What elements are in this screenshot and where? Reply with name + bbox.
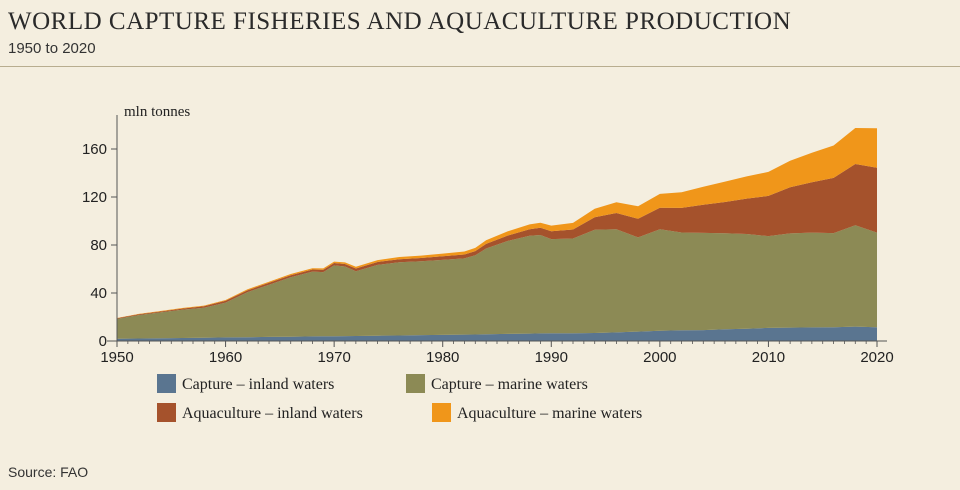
x-tick-label: 1990: [535, 349, 568, 366]
legend-label: Capture – inland waters: [182, 376, 334, 393]
x-tick-label: 1980: [426, 349, 459, 366]
header-divider: [0, 66, 960, 67]
x-tick-label: 2000: [643, 349, 676, 366]
legend-swatch: [157, 374, 176, 393]
area-layer: [117, 128, 877, 341]
area-capture-inland-waters: [117, 326, 877, 341]
y-tick-label: 160: [82, 141, 107, 158]
legend-label: Aquaculture – inland waters: [182, 405, 363, 422]
y-tick-label: 0: [99, 333, 107, 350]
x-tick-label: 1960: [209, 349, 242, 366]
legend-item-capture-marine-waters: Capture – marine waters: [406, 374, 588, 393]
legend-label: Capture – marine waters: [431, 376, 588, 393]
legend-swatch: [157, 403, 176, 422]
legend-swatch: [432, 403, 451, 422]
area-aquaculture-inland-waters: [117, 164, 877, 319]
legend-swatch: [406, 374, 425, 393]
legend-item-aquaculture-marine-waters: Aquaculture – marine waters: [432, 403, 642, 422]
legend-label: Aquaculture – marine waters: [457, 405, 642, 422]
y-tick-label: 40: [90, 285, 107, 302]
x-tick-label: 1950: [100, 349, 133, 366]
x-tick-label: 1970: [317, 349, 350, 366]
legend: Capture – inland waters Capture – marine …: [157, 374, 642, 422]
x-tick-label: 2010: [752, 349, 785, 366]
axes: 0 40 80 120 160 1950 1960 1970 1980 1990 2000 2010 2…: [82, 115, 894, 366]
legend-item-aquaculture-inland-waters: Aquaculture – inland waters: [157, 403, 363, 422]
y-tick-label: 80: [90, 237, 107, 254]
area-capture-marine-waters: [117, 225, 877, 339]
y-tick-label: 120: [82, 189, 107, 206]
chart-subtitle: 1950 to 2020: [8, 40, 96, 57]
chart-title: WORLD CAPTURE FISHERIES AND AQUACULTURE …: [8, 8, 792, 35]
area-aquaculture-marine-waters: [117, 128, 877, 319]
legend-item-capture-inland-waters: Capture – inland waters: [157, 374, 334, 393]
source-note: Source: FAO: [8, 464, 89, 480]
x-tick-label: 2020: [860, 349, 893, 366]
y-axis-label: mln tonnes: [124, 104, 190, 120]
